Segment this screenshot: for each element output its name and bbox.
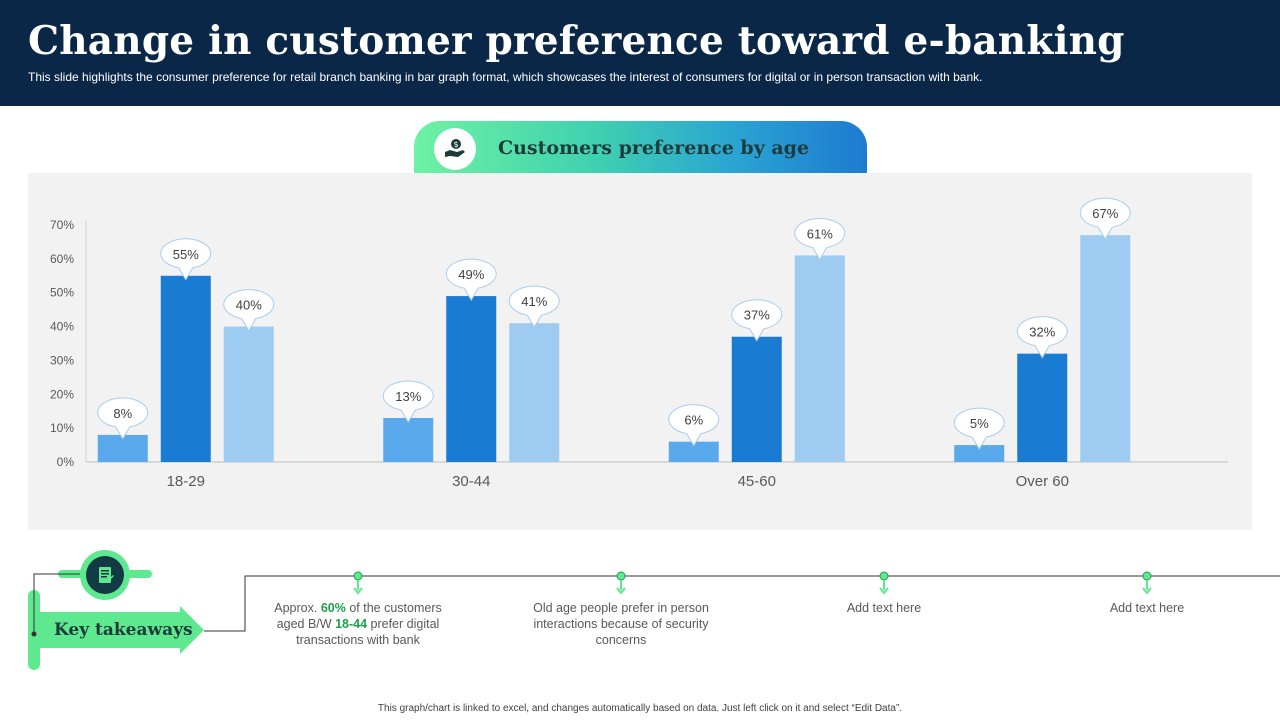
data-label: 37% xyxy=(744,308,770,323)
bar xyxy=(668,441,719,462)
data-label-bubble xyxy=(953,407,1005,451)
chart-title: Customers preference by age xyxy=(498,137,810,159)
data-label: 32% xyxy=(1029,325,1055,340)
data-label: 55% xyxy=(173,247,199,262)
x-tick-label: Over 60 xyxy=(1016,473,1069,490)
takeaway-item: Add text here xyxy=(1109,601,1185,615)
bar xyxy=(1080,235,1131,462)
data-label: 49% xyxy=(458,267,484,282)
y-tick-label: 50% xyxy=(50,286,74,300)
bar xyxy=(223,326,274,462)
data-label-bubble xyxy=(223,289,275,332)
data-label-bubble xyxy=(668,404,720,447)
y-tick-label: 10% xyxy=(50,421,74,435)
bar xyxy=(383,417,434,462)
data-label-bubble xyxy=(382,380,434,423)
x-tick-label: 30-44 xyxy=(452,473,490,490)
data-label-bubble xyxy=(160,238,212,281)
bar xyxy=(1017,353,1068,462)
svg-text:$: $ xyxy=(453,140,458,149)
document-icon xyxy=(80,550,130,600)
data-label: 41% xyxy=(521,294,547,309)
page-subtitle: This slide highlights the consumer prefe… xyxy=(28,70,983,84)
x-tick-label: 45-60 xyxy=(738,473,776,490)
chart-tab: $ Customers preference by age xyxy=(414,121,867,175)
chart-panel: 0% 10% 20% 30% 40% 50% 60% 70% 8% 55% 40% 18-29 13% 4… xyxy=(28,173,1252,530)
timeline-markers xyxy=(353,571,1152,595)
takeaway-item: Add text here xyxy=(846,601,922,615)
data-label-bubble xyxy=(97,397,149,440)
takeaway-item: Old age people prefer in person interact… xyxy=(533,601,709,647)
data-label: 5% xyxy=(970,416,989,431)
data-label: 67% xyxy=(1092,206,1118,221)
bar xyxy=(446,296,497,462)
data-label-bubble xyxy=(794,218,846,261)
y-tick-label: 70% xyxy=(50,218,74,232)
bar xyxy=(509,323,560,462)
bar xyxy=(160,275,211,462)
y-tick-label: 30% xyxy=(50,353,74,367)
y-tick-label: 20% xyxy=(50,387,74,401)
data-label: 61% xyxy=(807,226,833,241)
data-label: 40% xyxy=(236,298,262,313)
y-tick-label: 60% xyxy=(50,252,74,266)
x-tick-label: 18-29 xyxy=(167,473,205,490)
bar xyxy=(794,255,845,462)
takeaway-item: Approx. 60% of the customers aged B/W 18… xyxy=(274,601,442,647)
data-label: 13% xyxy=(395,389,421,404)
page-title: Change in customer preference toward e-b… xyxy=(28,18,1125,64)
hand-money-icon: $ xyxy=(434,128,476,170)
data-label: 6% xyxy=(684,413,703,428)
header-banner: Change in customer preference toward e-b… xyxy=(0,0,1280,106)
data-label-bubble xyxy=(445,258,497,302)
data-label-bubble xyxy=(1016,316,1068,359)
key-takeaways-label: Key takeaways xyxy=(54,620,193,640)
data-label: 8% xyxy=(113,406,132,421)
data-label-bubble xyxy=(508,285,560,329)
data-label-bubble xyxy=(1079,197,1131,241)
y-tick-label: 0% xyxy=(57,455,75,469)
bar xyxy=(954,445,1005,462)
bar xyxy=(731,336,782,462)
data-label-bubble xyxy=(731,299,783,342)
bar-chart: 0% 10% 20% 30% 40% 50% 60% 70% 8% 55% 40% 18-29 13% 4… xyxy=(50,197,1228,490)
footer-note: This graph/chart is linked to excel, and… xyxy=(377,703,903,714)
y-tick-label: 40% xyxy=(50,320,74,334)
